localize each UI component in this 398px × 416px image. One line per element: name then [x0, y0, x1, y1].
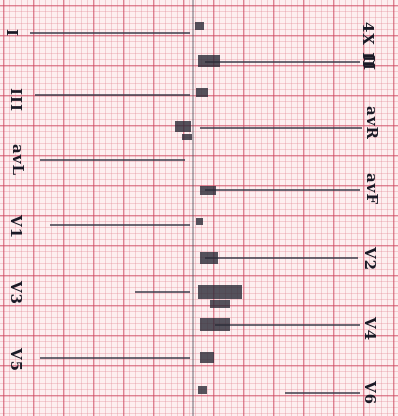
complex-mark	[196, 88, 208, 97]
complex-mark	[195, 22, 204, 30]
complex-mark	[198, 386, 207, 394]
lead-label-iii: III	[7, 87, 26, 113]
lead-label-v4: V4	[361, 316, 380, 342]
complex-mark	[198, 285, 242, 299]
lead-label-v2: V2	[361, 246, 380, 272]
lead-label-avf: avF	[363, 172, 382, 206]
lead-label-v1: V1	[7, 214, 26, 240]
complex-mark	[182, 134, 192, 140]
lead-label-v5: V5	[7, 347, 26, 373]
complex-mark	[210, 300, 230, 308]
complex-mark	[200, 252, 218, 264]
lead-label-avr: avR	[362, 106, 381, 140]
complex-mark	[200, 186, 216, 195]
lead-label-avl: avL	[8, 144, 27, 176]
complex-mark	[175, 121, 191, 132]
lead-label-v3: V3	[7, 280, 26, 306]
complex-mark	[200, 318, 230, 331]
complex-mark	[200, 352, 214, 363]
lead-label-i: I	[3, 28, 22, 38]
lead-label-v6: V6	[361, 380, 380, 406]
complex-mark	[196, 218, 203, 225]
complex-mark	[198, 55, 220, 67]
lead-label-ii: II	[360, 54, 379, 72]
